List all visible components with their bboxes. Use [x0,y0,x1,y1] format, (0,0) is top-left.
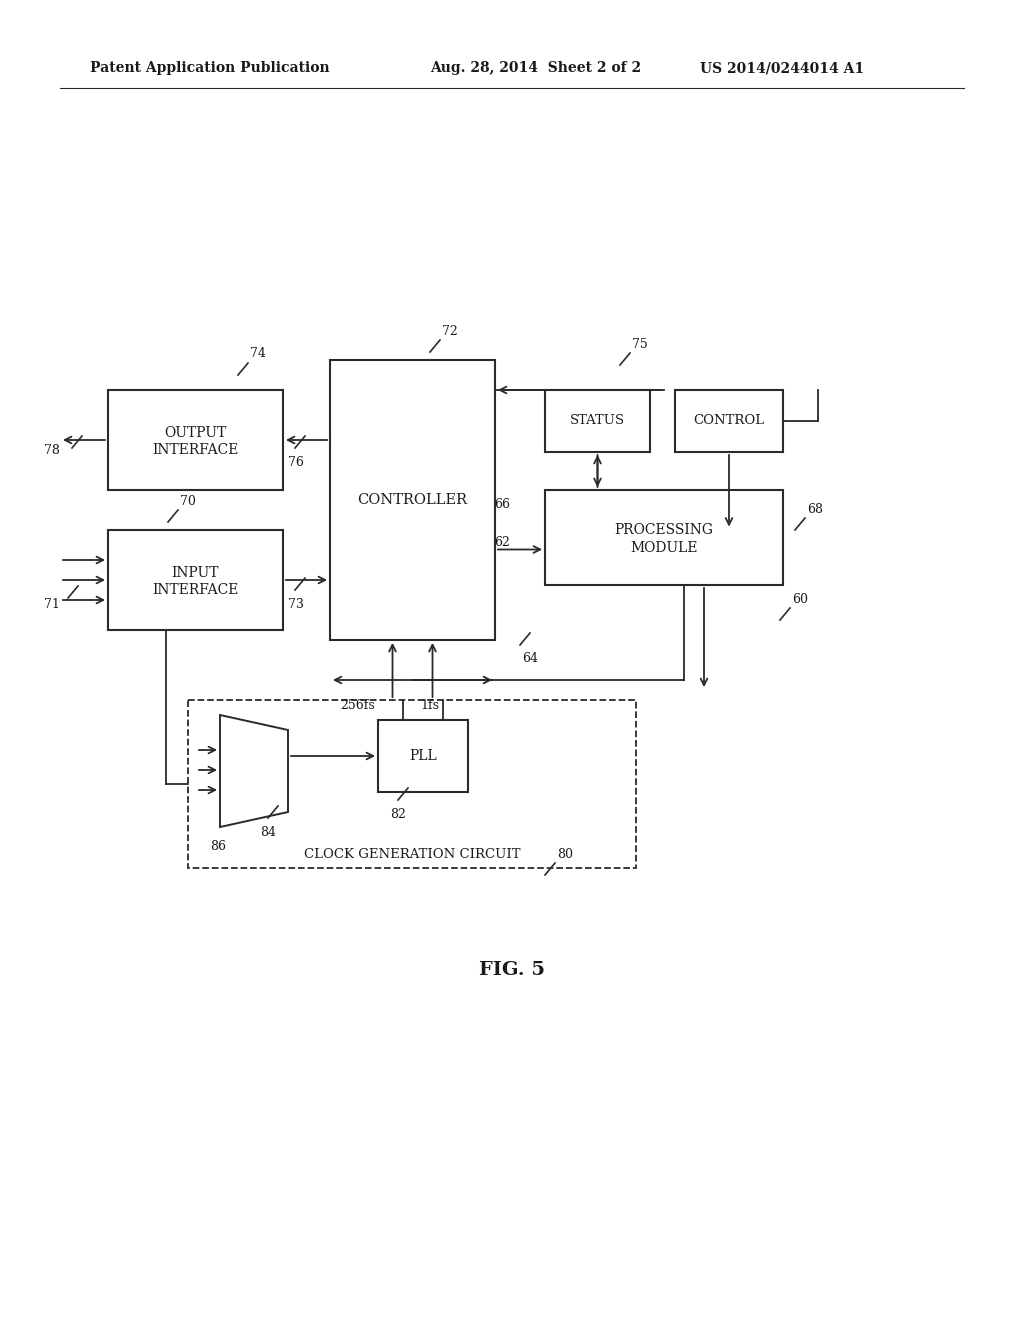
Text: 64: 64 [522,652,538,665]
Bar [108,389,283,490]
Text: CONTROL: CONTROL [693,414,765,428]
Text: US 2014/0244014 A1: US 2014/0244014 A1 [700,61,864,75]
Text: 76: 76 [288,455,304,469]
Text: INTERFACE: INTERFACE [153,583,239,597]
Bar [188,700,636,869]
Text: 71: 71 [44,598,60,611]
Text: 60: 60 [792,593,808,606]
Text: OUTPUT: OUTPUT [165,426,226,440]
Text: CONTROLLER: CONTROLLER [357,492,468,507]
Text: INTERFACE: INTERFACE [153,444,239,457]
Bar [330,360,495,640]
Text: 66: 66 [494,499,510,511]
Text: PLL: PLL [410,748,437,763]
Text: 78: 78 [44,444,60,457]
Text: 70: 70 [180,495,196,508]
Text: Patent Application Publication: Patent Application Publication [90,61,330,75]
Text: 75: 75 [632,338,648,351]
Text: 73: 73 [288,598,304,611]
Text: PROCESSING: PROCESSING [614,523,714,536]
Bar [108,531,283,630]
Text: 62: 62 [495,536,510,549]
Bar [545,490,783,585]
Text: CLOCK GENERATION CIRCUIT: CLOCK GENERATION CIRCUIT [304,847,520,861]
Text: FIG. 5: FIG. 5 [479,961,545,979]
Text: 84: 84 [260,826,276,840]
Text: 1fs: 1fs [421,700,439,711]
Text: MODULE: MODULE [630,540,697,554]
Text: 74: 74 [250,347,266,360]
Text: 68: 68 [807,503,823,516]
Bar [545,389,650,451]
Text: 86: 86 [210,840,226,853]
Text: Aug. 28, 2014  Sheet 2 of 2: Aug. 28, 2014 Sheet 2 of 2 [430,61,641,75]
Text: 256fs: 256fs [341,700,376,711]
Text: 82: 82 [390,808,406,821]
Bar [378,719,468,792]
Text: INPUT: INPUT [172,566,219,579]
Text: 72: 72 [442,325,458,338]
Bar [675,389,783,451]
Polygon shape [220,715,288,828]
Text: STATUS: STATUS [570,414,625,428]
Text: 80: 80 [557,847,573,861]
